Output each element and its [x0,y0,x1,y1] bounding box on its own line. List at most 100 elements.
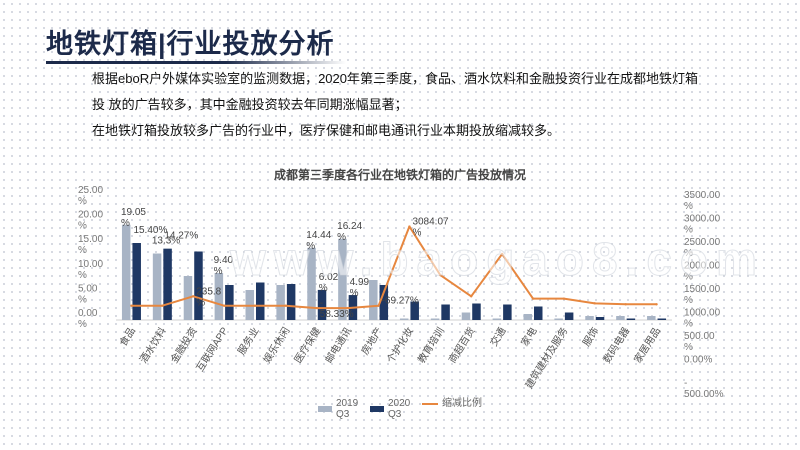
legend-item-change: 缩减比例 [422,398,482,409]
bar-2020 [564,312,574,320]
y-right-tick-label: 500.00% [684,331,715,353]
legend-label-2020: 2020 Q3 [388,398,411,420]
bar-2020 [657,318,667,320]
data-label: 6.02% [319,272,339,294]
data-label: 19.05% [121,207,146,229]
legend-swatch-change [422,402,438,405]
line-point [222,304,226,307]
x-tick-label: 个护化妆 [384,325,416,366]
line-point [315,306,318,310]
legend-label-2019: 2019 Q3 [336,398,359,420]
x-tick-label: 邮电通讯 [322,325,354,366]
bar-2020 [472,303,481,320]
x-tick-label: 酒水饮料 [137,325,169,366]
title-underline [46,61,346,64]
page-title: 地铁灯箱|行业投放分析 [46,29,335,59]
line-point [531,297,535,300]
bar-2019 [461,312,471,320]
y-left-tick-label: 20.00% [78,210,103,232]
line-point [408,225,411,228]
bar-2019 [121,224,131,320]
x-tick-label: 服饰 [580,325,602,349]
line-point [192,295,195,298]
legend-label-change: 缩减比例 [442,398,482,409]
x-tick-label: 家电 [518,325,540,349]
data-label: 3084.07% [412,217,449,239]
legend-swatch-2019 [318,406,332,412]
data-label: 4.99% [350,277,370,299]
legend-swatch-2020 [370,406,384,412]
line-point [624,303,627,306]
chart-title: 成都第三季度各行业在地铁灯箱的广告投放情况 [273,168,526,182]
data-label: 16.24% [337,221,362,243]
line-point [470,295,473,298]
x-tick-label: 房地产 [358,325,385,357]
bar-2019 [492,318,502,320]
y-right-tick-label: 3000.00% [684,214,721,236]
data-label: -58.33% [320,298,354,320]
bar-2020 [410,301,419,320]
line-point [130,304,133,307]
x-tick-label: 娱乐休闲 [260,325,292,366]
bar-2020 [317,289,327,320]
bar-2019 [523,314,532,320]
bar-2019 [399,318,409,320]
bar-2019 [585,316,594,320]
y-left-tick-label: 15.00% [78,234,103,256]
x-tick-label: 医疗保健 [291,325,323,366]
y-right-tick-label: -500.00% [684,378,724,400]
paragraph-1: 根据eboR户外媒体实验室的监测数据，2020年第三季度，食品、酒水饮料和金融投… [92,71,698,86]
chart-legend: 2019 Q3 2020 Q3 缩减比例 [318,398,538,428]
data-label: 14.44% [306,230,331,252]
y-right-tick-label: 3500.00% [684,190,721,212]
x-tick-label: 服务业 [235,325,262,357]
bar-2020 [225,285,234,320]
y-left-tick-label: 25.00% [78,185,103,207]
bar-2019 [616,316,625,320]
y-left-tick-label: 0.00% [78,308,98,330]
bar-2020 [132,243,141,320]
bar-2019 [430,318,440,320]
bar-2019 [276,285,285,320]
line-point [655,303,658,306]
y-left-tick-label: 5.00% [78,283,98,305]
bar-2020 [626,318,636,320]
x-tick-label: 商超百货 [446,325,478,366]
y-right-tick-label: 1500.00% [684,284,721,306]
y-left-tick-label: 10.00% [78,259,103,281]
line-point [593,302,596,305]
bar-2020 [194,251,203,320]
bar-2020 [534,306,543,320]
line-change-ratio [131,225,657,310]
x-tick-label: 数码电器 [600,325,632,366]
bar-2019 [214,273,224,320]
bar-2019 [369,280,378,320]
x-tick-label: 食品 [116,325,138,349]
line-point [500,252,504,256]
bar-2020 [441,304,450,320]
bar-2020 [595,317,605,320]
line-point [284,304,288,307]
bar-2019 [338,238,347,320]
line-point [253,304,257,307]
line-point [562,297,566,300]
bar-2019 [554,318,563,320]
bar-2020 [256,282,265,320]
legend-item-2020: 2020 Q3 [370,398,418,420]
bar-2019 [647,316,656,320]
bar-2020 [163,248,172,320]
bar-2020 [503,304,512,320]
bar-2019 [307,247,316,320]
paragraph-3: 在地铁灯箱投放较多广告的行业中，医疗保健和邮电通讯行业本期投放缩减较多。 [92,123,561,138]
data-label: 9.40% [214,255,234,277]
bar-2020 [379,285,389,320]
legend-item-2019: 2019 Q3 [318,398,366,420]
bar-2020 [286,284,296,320]
y-right-tick-label: 2500.00% [684,237,721,259]
y-right-tick-label: 2000.00% [684,261,721,283]
line-point [161,304,164,307]
data-label: 235.8% [196,286,221,308]
x-tick-label: 交通 [487,325,509,349]
data-label: 13.3% [152,236,180,247]
